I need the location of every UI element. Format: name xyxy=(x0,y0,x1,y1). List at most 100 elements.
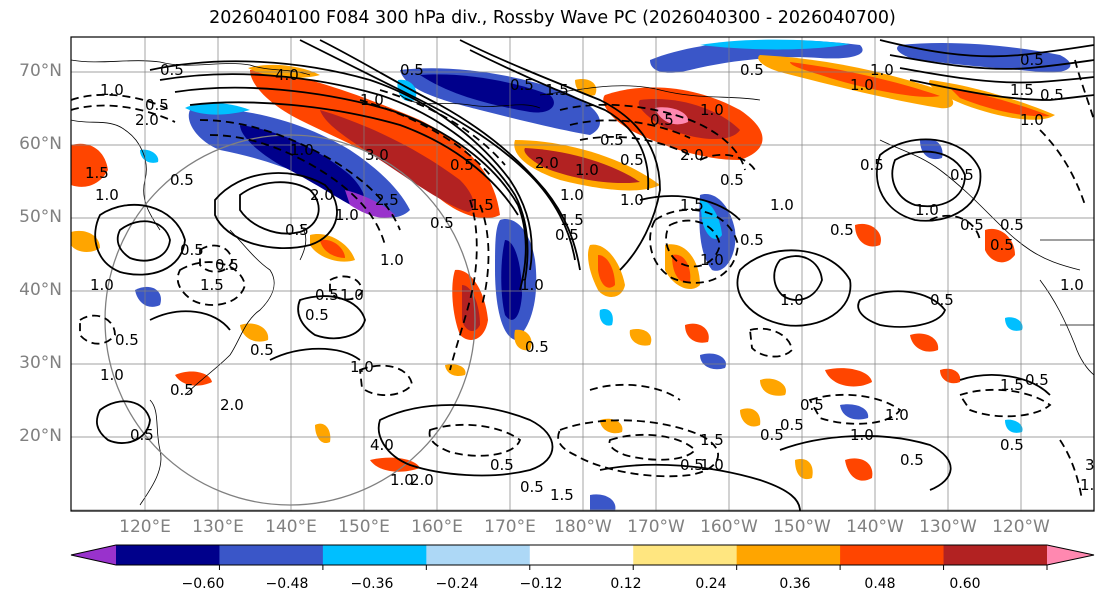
contour-label: 2.0 xyxy=(310,186,334,204)
colorbar-tick-label: 0.48 xyxy=(864,576,896,592)
contour-label: 0.5 xyxy=(170,171,194,189)
contour-label: 0.5 xyxy=(860,156,884,174)
contour-label: 1.0 xyxy=(700,101,724,119)
contour-label: 0.5 xyxy=(1000,436,1024,454)
contour-label: 0.5 xyxy=(160,61,184,79)
contour-label: 3.0 xyxy=(1085,456,1105,474)
contour-label: 0.5 xyxy=(900,451,924,469)
contour-label: 1.5 xyxy=(560,211,584,229)
contour-label: 1.0 xyxy=(95,186,119,204)
contour-label: 1.0 xyxy=(620,191,644,209)
contour-label: 0.5 xyxy=(1025,371,1049,389)
contour-label: 1.0 xyxy=(380,251,404,269)
contour-label: 0.5 xyxy=(430,214,454,232)
colorbar-tick-label: 0.36 xyxy=(779,576,811,592)
lon-label: 180°W xyxy=(554,517,612,537)
contour-label: 0.5 xyxy=(760,426,784,444)
contour-label: 2.0 xyxy=(680,146,704,164)
contour-label: 1.0 xyxy=(575,161,599,179)
colorbar-tick-label: 0.24 xyxy=(695,576,727,592)
contour-label: 1.0 xyxy=(360,91,384,109)
lon-label: 140°E xyxy=(265,517,317,537)
map-title: 2026040100 F084 300 hPa div., Rossby Wav… xyxy=(209,8,896,28)
lat-label: 70°N xyxy=(19,61,62,81)
contour-label: 1.0 xyxy=(780,291,804,309)
contour-label: 0.5 xyxy=(215,256,239,274)
contour-label: 0.5 xyxy=(740,231,764,249)
contour-label: 0.5 xyxy=(180,241,204,259)
contour-label: 0.5 xyxy=(1040,86,1064,104)
contour-label: 0.5 xyxy=(800,396,824,414)
negative-contours xyxy=(71,59,1094,501)
contour-label: 3.0 xyxy=(365,146,389,164)
contour-label: 2.0 xyxy=(135,111,159,129)
colorbar xyxy=(70,544,1095,570)
colorbar-segment xyxy=(529,545,634,565)
map-area: 1.00.50.52.01.51.00.53.01.00.54.01.02.00… xyxy=(71,37,1105,511)
contour-label: 1.5 xyxy=(550,486,574,504)
colorbar-tick-label: −0.12 xyxy=(519,576,563,592)
contour-label: 4.0 xyxy=(275,66,299,84)
colorbar-extend-high xyxy=(1047,545,1094,565)
contour-label: 0.5 xyxy=(555,226,579,244)
contour-label: 0.5 xyxy=(600,131,624,149)
contour-label: 2.0 xyxy=(220,396,244,414)
contour-label: 0.5 xyxy=(1000,216,1024,234)
contour-label: 0.5 xyxy=(990,236,1014,254)
contour-label: 0.5 xyxy=(315,286,339,304)
contour-label: 0.5 xyxy=(740,61,764,79)
contour-label: 0.5 xyxy=(650,111,674,129)
colorbar-segment xyxy=(116,545,220,565)
contour-label: 1.5 xyxy=(85,164,109,182)
contour-label: 1.0 xyxy=(90,276,114,294)
contour-label: 0.5 xyxy=(115,331,139,349)
contour-label: 0.5 xyxy=(510,76,534,94)
contour-label: 1.0 xyxy=(1060,276,1084,294)
contour-label: 1.0 xyxy=(290,141,314,159)
lon-label: 160°W xyxy=(700,517,758,537)
contour-label: 0.5 xyxy=(490,456,514,474)
lon-label: 130°W xyxy=(919,517,977,537)
contour-label: 1.0 xyxy=(560,186,584,204)
colorbar-tick-label: −0.48 xyxy=(265,576,309,592)
contour-label: 0.5 xyxy=(960,216,984,234)
contour-label: 1.5 xyxy=(470,196,494,214)
contour-label: 1.0 xyxy=(870,61,894,79)
map-frame xyxy=(70,36,1095,512)
lon-label: 170°E xyxy=(484,517,536,537)
contour-label: 4.0 xyxy=(370,436,394,454)
contour-label: 0.5 xyxy=(1020,51,1044,69)
contour-label: 1.0 xyxy=(350,358,374,376)
contour-label: 0.5 xyxy=(930,291,954,309)
colorbar-segment xyxy=(322,545,427,565)
contour-label: 0.5 xyxy=(780,416,804,434)
contour-label: 1.0 xyxy=(1020,111,1044,129)
lon-label: 120°E xyxy=(119,517,171,537)
region-circle xyxy=(104,134,476,506)
contour-label: 1.0 xyxy=(335,206,359,224)
contour-label: 0.5 xyxy=(145,96,169,114)
colorbar-outline xyxy=(70,544,1095,566)
colorbar-segment xyxy=(219,545,324,565)
contour-label: 0.5 xyxy=(130,426,154,444)
colorbar-extend-low xyxy=(71,545,116,565)
contour-label: 1.0 xyxy=(850,426,874,444)
contour-label: 1.5 xyxy=(1000,376,1024,394)
contour-label: 1.5 xyxy=(700,431,724,449)
lon-label: 160°E xyxy=(411,517,463,537)
colorbar-tick-label: −0.24 xyxy=(435,576,479,592)
contour-label: 1.0 xyxy=(700,456,724,474)
colorbar-segment xyxy=(840,545,945,565)
contour-labels: 1.00.50.52.01.51.00.53.01.00.54.01.02.00… xyxy=(85,51,1105,504)
colorbar-segment xyxy=(633,545,738,565)
contour-label: 0.5 xyxy=(250,341,274,359)
lat-label: 20°N xyxy=(19,426,62,446)
colorbar-tick-label: −0.36 xyxy=(350,576,394,592)
lat-label: 30°N xyxy=(19,353,62,373)
coastlines xyxy=(71,59,1094,506)
contour-label: 0.5 xyxy=(305,306,329,324)
contour-label: 1.0 xyxy=(390,471,414,489)
contour-label: 1.0 xyxy=(100,366,124,384)
lon-label: 130°E xyxy=(192,517,244,537)
colorbar-tick-label: −0.60 xyxy=(181,576,225,592)
